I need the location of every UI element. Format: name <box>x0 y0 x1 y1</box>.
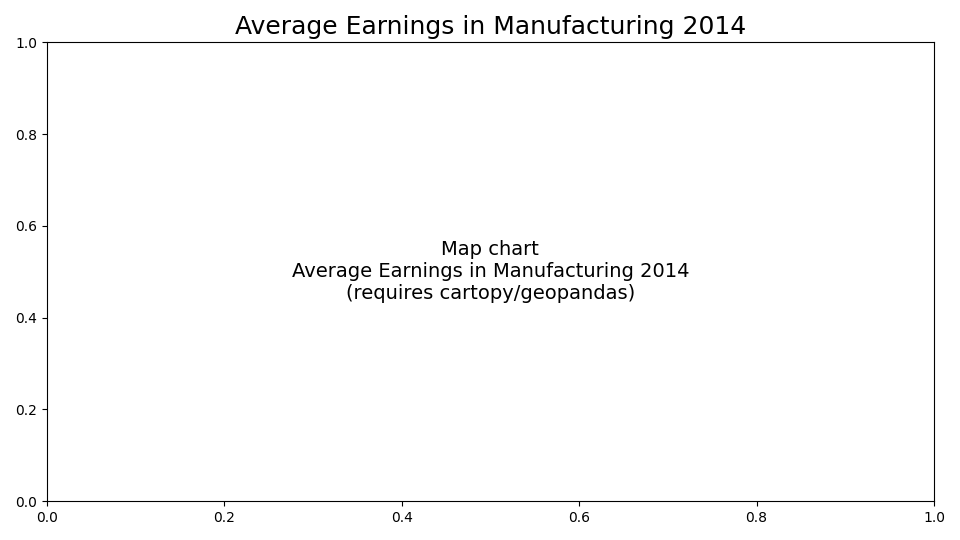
Title: Average Earnings in Manufacturing 2014: Average Earnings in Manufacturing 2014 <box>235 15 746 39</box>
Text: Map chart
Average Earnings in Manufacturing 2014
(requires cartopy/geopandas): Map chart Average Earnings in Manufactur… <box>292 240 689 303</box>
